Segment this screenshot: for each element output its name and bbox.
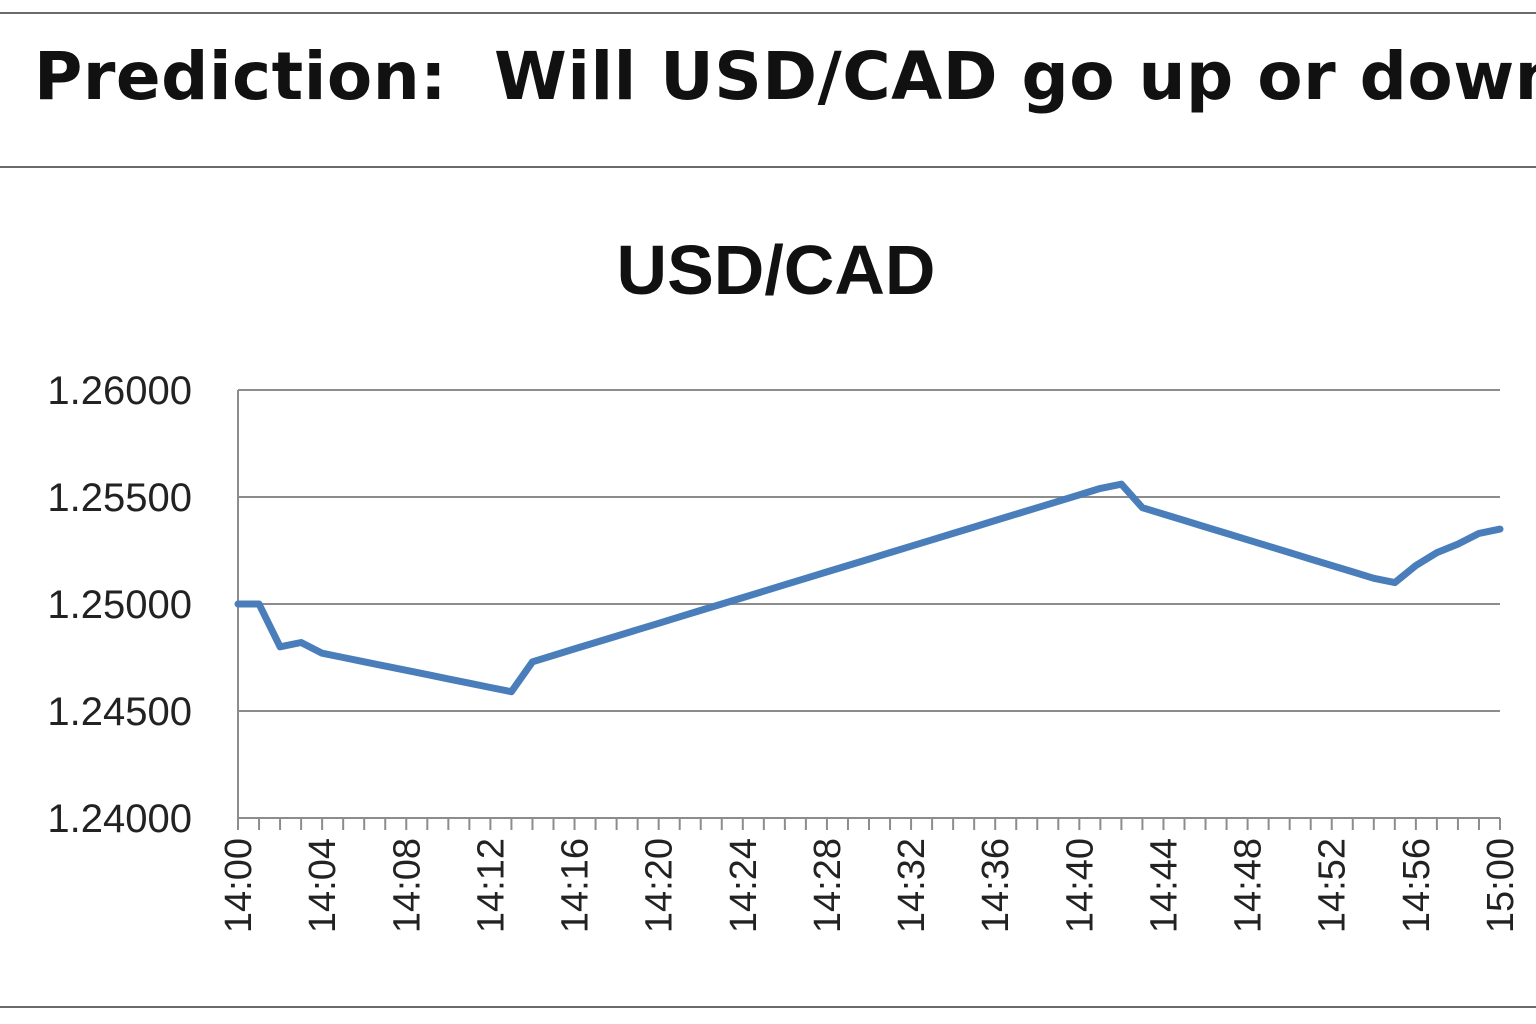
x-tick-label: 14:12 [470, 838, 512, 933]
chart-series [234, 480, 1504, 696]
x-tick-label: 14:36 [975, 838, 1017, 933]
x-tick-label: 14:04 [302, 838, 344, 933]
x-tick-label: 14:24 [723, 838, 765, 933]
header-divider [0, 166, 1536, 168]
y-tick-label: 1.25000 [47, 583, 192, 627]
chart-axes [237, 390, 1501, 830]
y-tick-labels: 1.26000 1.25500 1.25000 1.24500 1.24000 [47, 369, 192, 841]
x-tick-label: 14:52 [1312, 838, 1354, 933]
y-tick-label: 1.24000 [47, 797, 192, 841]
x-tick-label: 14:40 [1059, 838, 1101, 933]
y-tick-label: 1.26000 [47, 369, 192, 413]
x-tick-labels: 14:00 14:04 14:08 14:12 14:16 14:20 14:24 14:28… [218, 838, 1522, 933]
x-tick-label: 14:48 [1228, 838, 1270, 933]
x-tick-label: 14:56 [1396, 838, 1438, 933]
x-tick-label: 15:00 [1480, 838, 1522, 933]
x-tick-label: 14:44 [1143, 838, 1185, 933]
x-tick-label: 14:20 [639, 838, 681, 933]
x-tick-label: 14:32 [891, 838, 933, 933]
x-tick-label: 14:00 [218, 838, 260, 933]
top-rule [0, 12, 1536, 14]
page-headline: Prediction: Will USD/CAD go up or down? [34, 38, 1536, 115]
x-tick-label: 14:08 [386, 838, 428, 933]
y-tick-label: 1.24500 [47, 690, 192, 734]
bottom-rule [0, 1006, 1536, 1008]
x-tick-label: 14:16 [555, 838, 597, 933]
chart-gridlines [238, 389, 1500, 712]
series-line [234, 480, 1504, 696]
chart-title: USD/CAD [617, 231, 936, 309]
y-tick-label: 1.25500 [47, 476, 192, 520]
x-tick-label: 14:28 [807, 838, 849, 933]
